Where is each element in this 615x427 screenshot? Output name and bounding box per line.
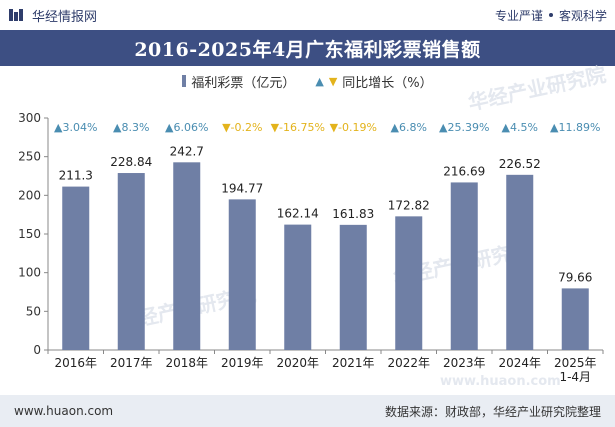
bar bbox=[450, 182, 478, 350]
bar-value-label: 194.77 bbox=[221, 181, 263, 195]
growth-label: ▼-0.2% bbox=[222, 121, 262, 134]
x-tick-label: 2024年 bbox=[498, 356, 541, 370]
bar-value-label: 226.52 bbox=[499, 157, 541, 171]
footer-url: www.huaon.com bbox=[14, 404, 114, 418]
bar-chart: 华经产业研究院华经产业研究院华经产业研究院www.huaon.com050100… bbox=[18, 62, 608, 389]
top-bar: 华经情报网 专业严谨 客观科学 bbox=[0, 0, 615, 30]
chart-legend: 福利彩票（亿元） ▲ ▼ 同比增长（%） bbox=[0, 70, 615, 92]
legend-item-sales: 福利彩票（亿元） bbox=[182, 72, 295, 91]
x-tick-label: 2021年 bbox=[332, 356, 375, 370]
x-tick-label: 2022年 bbox=[387, 356, 430, 370]
bar bbox=[284, 224, 312, 350]
y-tick-label: 0 bbox=[33, 343, 41, 357]
bar bbox=[228, 199, 256, 350]
bar bbox=[62, 186, 90, 350]
growth-label: ▲25.39% bbox=[439, 121, 489, 134]
bar bbox=[506, 174, 534, 350]
growth-label: ▲11.89% bbox=[550, 121, 600, 134]
bar bbox=[173, 162, 201, 350]
y-tick-label: 150 bbox=[18, 227, 41, 241]
x-tick-label: 2023年 bbox=[443, 356, 486, 370]
bar-value-label: 228.84 bbox=[110, 155, 152, 169]
bar-value-label: 172.82 bbox=[388, 198, 430, 212]
chart-title: 2016-2025年4月广东福利彩票销售额 bbox=[0, 30, 615, 66]
separator-dot bbox=[548, 13, 553, 17]
growth-label: ▲6.8% bbox=[391, 121, 427, 134]
logo-icon bbox=[9, 9, 23, 21]
bar-value-label: 211.3 bbox=[59, 169, 93, 183]
bar-value-label: 242.7 bbox=[170, 144, 204, 158]
y-tick-label: 200 bbox=[18, 188, 41, 202]
growth-label: ▼-0.19% bbox=[330, 121, 377, 134]
watermark-url: www.huaon.com bbox=[440, 374, 561, 389]
bar-value-label: 162.14 bbox=[277, 207, 319, 221]
y-tick-label: 100 bbox=[18, 266, 41, 280]
x-tick-label: 2017年 bbox=[110, 356, 153, 370]
x-tick-label: 2019年 bbox=[221, 356, 264, 370]
x-tick-label: 2025年 bbox=[554, 356, 597, 370]
brand-name: 华经情报网 bbox=[32, 9, 98, 25]
legend-down-triangle-icon: ▼ bbox=[328, 74, 338, 88]
x-tick-label: 1-4月 bbox=[559, 370, 591, 384]
footer-source: 数据来源：财政部，华经产业研究院整理 bbox=[384, 404, 601, 419]
watermark-text: 华经产业研究院 bbox=[466, 62, 608, 115]
x-tick-label: 2018年 bbox=[165, 356, 208, 370]
y-tick-label: 300 bbox=[18, 111, 41, 125]
legend-bar-swatch bbox=[182, 75, 187, 87]
legend-label-sales: 福利彩票（亿元） bbox=[191, 75, 296, 91]
x-tick-label: 2016年 bbox=[54, 356, 97, 370]
tagline: 专业严谨 客观科学 bbox=[495, 7, 607, 24]
x-tick-label: 2020年 bbox=[276, 356, 319, 370]
bar bbox=[561, 288, 589, 350]
y-tick-label: 250 bbox=[18, 150, 41, 164]
bar-value-label: 161.83 bbox=[332, 207, 374, 221]
bar-value-label: 79.66 bbox=[558, 270, 592, 284]
growth-label: ▲4.5% bbox=[502, 121, 538, 134]
y-tick-label: 50 bbox=[26, 304, 41, 318]
bar-value-label: 216.69 bbox=[443, 164, 485, 178]
bar bbox=[117, 173, 145, 350]
growth-label: ▲6.06% bbox=[165, 121, 208, 134]
tagline-right: 客观科学 bbox=[558, 8, 607, 23]
brand: 华经情报网 bbox=[8, 6, 97, 25]
legend-label-growth: 同比增长（%） bbox=[342, 75, 433, 91]
legend-item-growth: ▲ ▼ 同比增长（%） bbox=[315, 72, 432, 91]
tagline-left: 专业严谨 bbox=[494, 8, 543, 23]
bar bbox=[395, 216, 423, 350]
legend-up-triangle-icon: ▲ bbox=[315, 74, 324, 88]
growth-label: ▲3.04% bbox=[54, 121, 97, 134]
footer: www.huaon.com 数据来源：财政部，华经产业研究院整理 bbox=[0, 395, 615, 427]
bar bbox=[339, 224, 367, 350]
growth-label: ▲8.3% bbox=[113, 121, 149, 134]
growth-label: ▼-16.75% bbox=[271, 121, 325, 134]
